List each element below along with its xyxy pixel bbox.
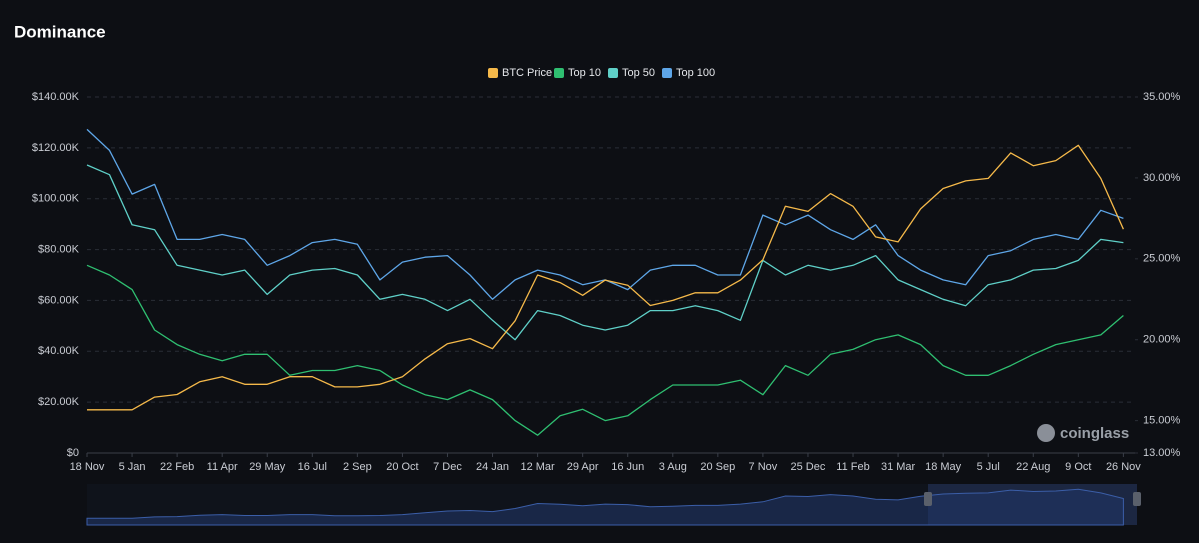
series-line	[87, 144, 1124, 411]
legend-item: Top 10	[554, 67, 601, 79]
legend-item: BTC Price	[488, 67, 552, 79]
x-tick-label: 31 Mar	[881, 461, 916, 473]
navigator-handle[interactable]	[1133, 492, 1141, 506]
watermark-text: coinglass	[1060, 425, 1129, 442]
x-tick-label: 16 Jun	[611, 461, 644, 473]
x-tick-label: 3 Aug	[659, 461, 687, 473]
x-tick-label: 26 Nov	[1106, 461, 1141, 473]
watermark-logo	[1037, 424, 1055, 442]
x-tick-label: 25 Dec	[791, 461, 826, 473]
y2-tick-label: 20.00%	[1143, 334, 1181, 346]
legend-swatch	[608, 68, 618, 78]
x-tick-label: 16 Jul	[298, 461, 327, 473]
legend-swatch	[662, 68, 672, 78]
y2-tick-label: 25.00%	[1143, 253, 1181, 265]
x-tick-label: 7 Nov	[749, 461, 778, 473]
x-tick-label: 22 Aug	[1016, 461, 1050, 473]
x-tick-label: 11 Feb	[836, 461, 869, 473]
legend-text: Top 50	[622, 67, 655, 79]
navigator-area	[86, 488, 1124, 526]
y-tick-label: $60.00K	[38, 294, 80, 306]
x-tick-label: 18 Nov	[70, 461, 105, 473]
x-tick-label: 12 Mar	[520, 461, 555, 473]
x-tick-label: 9 Oct	[1065, 461, 1091, 473]
navigator-handle[interactable]	[924, 492, 932, 506]
x-tick-label: 18 May	[925, 461, 962, 473]
series-line	[86, 164, 1124, 341]
y-tick-label: $100.00K	[32, 193, 80, 205]
y-tick-label: $140.00K	[32, 91, 80, 103]
x-tick-label: 2 Sep	[343, 461, 372, 473]
x-tick-label: 22 Feb	[160, 461, 194, 473]
legend-text: BTC Price	[502, 67, 552, 79]
x-tick-label: 24 Jan	[476, 461, 509, 473]
y-tick-label: $0	[67, 447, 79, 459]
legend-swatch	[488, 68, 498, 78]
x-tick-label: 29 May	[249, 461, 286, 473]
x-tick-label: 20 Oct	[386, 461, 418, 473]
y2-tick-label: 30.00%	[1143, 172, 1181, 184]
x-tick-label: 7 Dec	[433, 461, 462, 473]
y2-tick-label: 15.00%	[1143, 415, 1181, 427]
watermark: coinglass	[1037, 424, 1129, 442]
series-line	[86, 264, 1124, 436]
legend-text: Top 10	[568, 67, 601, 79]
x-tick-label: 5 Jul	[977, 461, 1000, 473]
y2-tick-label: 13.00%	[1143, 447, 1181, 459]
y2-tick-label: 35.00%	[1143, 91, 1181, 103]
chart-title: Dominance	[14, 22, 106, 41]
legend-item: Top 50	[608, 67, 655, 79]
y-tick-label: $20.00K	[38, 396, 80, 408]
x-tick-label: 5 Jan	[119, 461, 146, 473]
y-tick-label: $80.00K	[38, 243, 80, 255]
x-tick-label: 29 Apr	[567, 461, 599, 473]
legend-text: Top 100	[676, 67, 715, 79]
legend-item: Top 100	[662, 67, 715, 79]
x-tick-label: 20 Sep	[700, 461, 735, 473]
legend-swatch	[554, 68, 564, 78]
y-tick-label: $40.00K	[38, 345, 80, 357]
y-tick-label: $120.00K	[32, 142, 80, 154]
x-tick-label: 11 Apr	[207, 461, 238, 473]
